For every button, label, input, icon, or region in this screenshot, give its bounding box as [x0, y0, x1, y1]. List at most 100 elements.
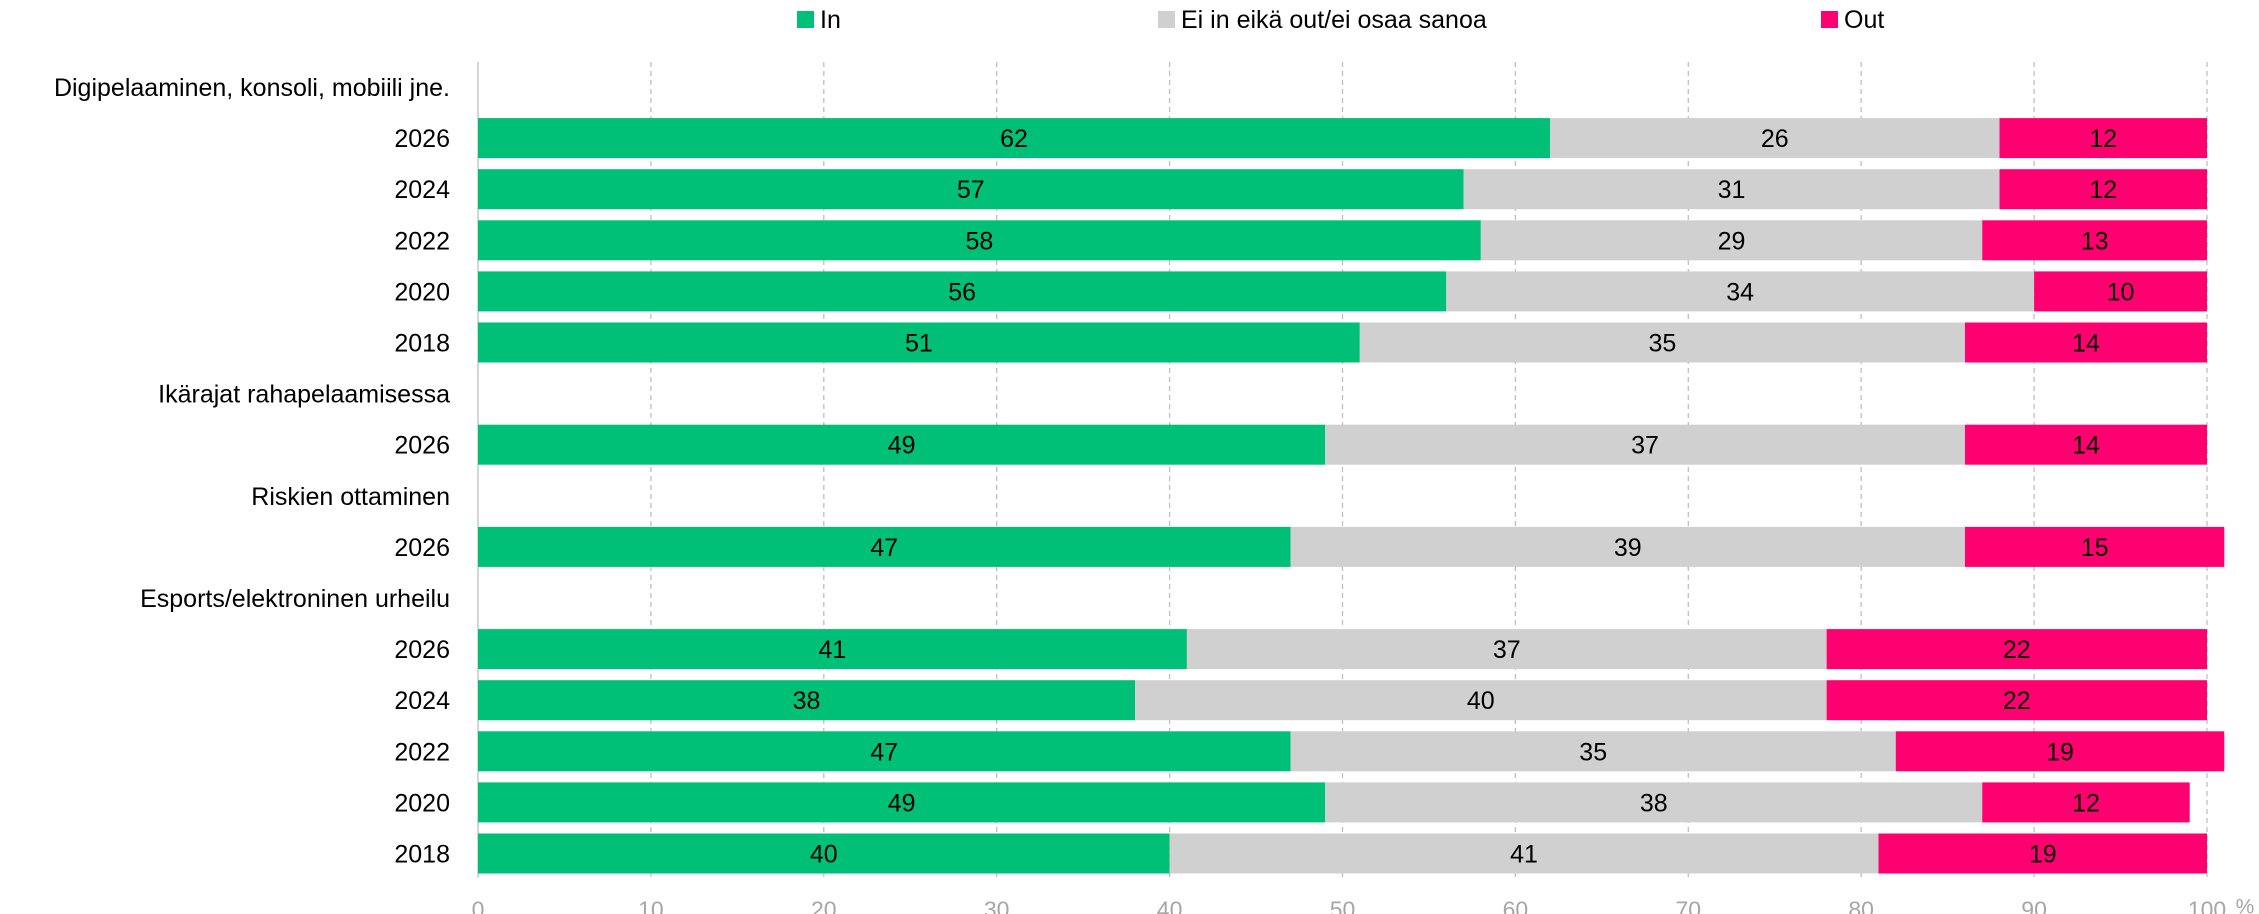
bar-segment-in [478, 629, 1187, 670]
data-label: 40 [1467, 687, 1495, 715]
bar-segment-ei-in-eik-out-ei-osaa-sanoa [1446, 271, 2035, 312]
bar-segment-in [478, 271, 1447, 312]
group-title: Ikärajat rahapelaamisessa [158, 381, 450, 409]
bar-segment-out [1964, 322, 2207, 363]
x-tick-label: 100 [2188, 897, 2226, 914]
bar-segment-in [478, 731, 1291, 772]
data-label: 47 [870, 534, 898, 562]
row-year-label: 2026 [394, 534, 450, 562]
x-tick-label: 20 [811, 897, 837, 914]
legend-label: Ei in eikä out/ei osaa sanoa [1181, 6, 1487, 34]
x-tick-label: 80 [1848, 897, 1874, 914]
data-label: 29 [1718, 227, 1746, 255]
bar-segment-ei-in-eik-out-ei-osaa-sanoa [1480, 220, 1983, 261]
data-label: 37 [1493, 636, 1521, 664]
data-label: 10 [2107, 278, 2135, 306]
bar-segment-ei-in-eik-out-ei-osaa-sanoa [1359, 322, 1965, 363]
legend-label: Out [1844, 6, 1884, 34]
bar-segment-out [1826, 680, 2207, 721]
bar-segment-ei-in-eik-out-ei-osaa-sanoa [1549, 118, 2000, 159]
x-tick-label: 10 [638, 897, 664, 914]
bar-segment-ei-in-eik-out-ei-osaa-sanoa [1325, 424, 1965, 465]
data-label: 38 [1640, 789, 1668, 817]
data-label: 19 [2046, 738, 2074, 766]
bar-segment-in [478, 169, 1464, 210]
row-year-label: 2022 [394, 738, 450, 766]
row-year-label: 2018 [394, 841, 450, 869]
bar-segment-out [1999, 118, 2207, 159]
row-year-label: 2026 [394, 432, 450, 460]
bar-segment-in [478, 322, 1360, 363]
bar-segment-out [1999, 169, 2207, 210]
row-year-label: 2026 [394, 125, 450, 153]
data-label: 38 [793, 687, 821, 715]
data-label: 51 [905, 330, 933, 358]
data-label: 49 [888, 432, 916, 460]
data-label: 14 [2072, 330, 2100, 358]
bar-segment-in [478, 118, 1550, 159]
x-unit-label: % [2236, 896, 2255, 914]
bar-segment-out [1964, 526, 2225, 567]
group-title: Riskien ottaminen [251, 483, 450, 511]
data-label: 37 [1631, 432, 1659, 460]
bar-segment-out [1878, 833, 2207, 874]
row-year-label: 2020 [394, 789, 450, 817]
bar-segment-ei-in-eik-out-ei-osaa-sanoa [1135, 680, 1827, 721]
bars: 62 26 12 57 31 12 58 29 13 56 34 10 51 35 14 49 37 14 47 39… [478, 118, 2225, 874]
legend-swatch [1158, 11, 1175, 28]
data-label: 31 [1718, 176, 1746, 204]
group-title: Digipelaaminen, konsoli, mobiili jne. [54, 74, 450, 102]
category-labels: Digipelaaminen, konsoli, mobiili jne. 202… [54, 74, 450, 869]
bar-segment-ei-in-eik-out-ei-osaa-sanoa [1290, 731, 1896, 772]
data-label: 49 [888, 789, 916, 817]
x-tick-label: 0 [472, 897, 485, 914]
bar-segment-ei-in-eik-out-ei-osaa-sanoa [1290, 526, 1965, 567]
x-tick-label: 30 [984, 897, 1010, 914]
data-label: 58 [966, 227, 994, 255]
bar-segment-out [1982, 220, 2207, 261]
data-label: 41 [819, 636, 847, 664]
data-label: 34 [1726, 278, 1754, 306]
group-title: Esports/elektroninen urheilu [140, 585, 450, 613]
x-tick-label: 60 [1503, 897, 1529, 914]
bar-segment-out [2034, 271, 2207, 312]
x-axis-ticks: 0 10 20 30 40 50 60 70 80 90 100% [472, 896, 2255, 914]
legend-label: In [820, 6, 841, 34]
data-label: 62 [1000, 125, 1028, 153]
data-label: 12 [2072, 789, 2100, 817]
data-label: 13 [2081, 227, 2109, 255]
data-label: 40 [810, 841, 838, 869]
row-year-label: 2024 [394, 687, 450, 715]
row-year-label: 2018 [394, 330, 450, 358]
x-tick-label: 90 [2021, 897, 2047, 914]
row-year-label: 2020 [394, 278, 450, 306]
bar-segment-in [478, 680, 1136, 721]
bar-segment-ei-in-eik-out-ei-osaa-sanoa [1463, 169, 2000, 210]
data-label: 57 [957, 176, 985, 204]
legend-swatch [1821, 11, 1838, 28]
bar-segment-ei-in-eik-out-ei-osaa-sanoa [1186, 629, 1827, 670]
data-label: 12 [2089, 176, 2117, 204]
bar-segment-ei-in-eik-out-ei-osaa-sanoa [1169, 833, 1879, 874]
data-label: 47 [870, 738, 898, 766]
data-label: 14 [2072, 432, 2100, 460]
data-label: 19 [2029, 841, 2057, 869]
x-tick-label: 70 [1676, 897, 1702, 914]
data-label: 15 [2081, 534, 2109, 562]
bar-segment-in [478, 526, 1291, 567]
x-tick-label: 50 [1330, 897, 1356, 914]
bar-segment-out [1826, 629, 2207, 670]
row-year-label: 2026 [394, 636, 450, 664]
legend-swatch [797, 11, 814, 28]
row-year-label: 2022 [394, 227, 450, 255]
bar-segment-out [1982, 782, 2190, 823]
data-label: 22 [2003, 687, 2031, 715]
x-tick-label: 40 [1157, 897, 1183, 914]
bar-segment-in [478, 833, 1170, 874]
data-label: 26 [1761, 125, 1789, 153]
bar-segment-in [478, 782, 1326, 823]
data-label: 39 [1614, 534, 1642, 562]
data-label: 12 [2089, 125, 2117, 153]
row-year-label: 2024 [394, 176, 450, 204]
